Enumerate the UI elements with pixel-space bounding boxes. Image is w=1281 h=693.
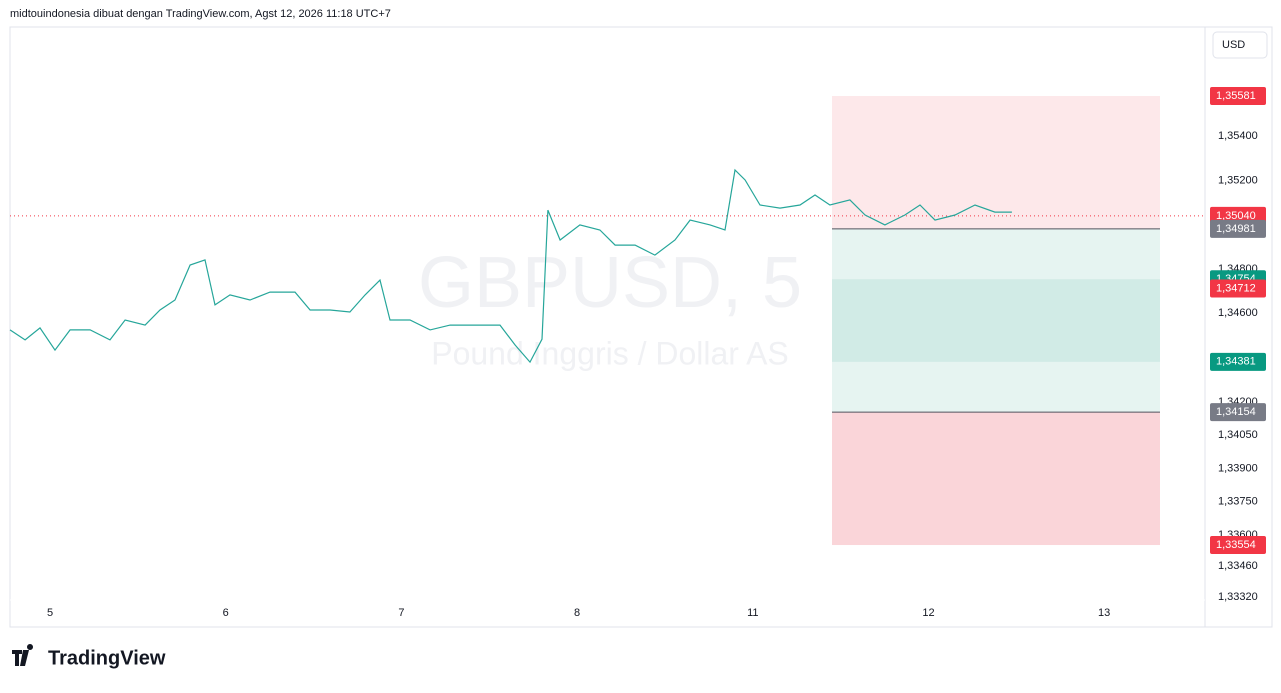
price-label: 1,34154 [1216,406,1256,418]
x-tick-label: 7 [398,607,404,619]
price-label-bg [1210,352,1266,371]
x-tick-label: 13 [1098,607,1110,619]
x-tick-label: 12 [922,607,934,619]
y-tick-label: 1,35200 [1218,174,1258,186]
watermark-name: Pound Inggris / Dollar AS [431,335,789,371]
currency-label: USD [1222,39,1245,51]
price-label: 1,35581 [1216,90,1256,102]
logo-text: TradingView [48,647,166,669]
price-line [9,168,1012,364]
y-tick-label: 1,34050 [1218,429,1258,441]
price-label: 1,34981 [1216,223,1256,235]
logo-icon [12,644,34,666]
price-label: 1,35040 [1216,210,1256,222]
price-label: 1,33554 [1216,539,1256,551]
x-tick-label: 5 [47,607,53,619]
price-label-bg [1210,219,1266,238]
price-label-bg [1210,403,1266,422]
loss-zone [832,412,1160,546]
price-label-bg [1210,87,1266,106]
x-tick-label: 8 [574,607,580,619]
y-tick-label: 1,33460 [1218,560,1258,572]
y-tick-label: 1,33750 [1218,496,1258,508]
currency-button[interactable] [1212,31,1268,59]
watermark-symbol: GBPUSD, 5 [418,243,802,323]
frame [9,26,1273,628]
price-label: 1,34381 [1216,356,1256,368]
y-tick-label: 1,33320 [1218,591,1258,603]
x-tick-label: 11 [747,607,758,619]
x-tick-label: 6 [223,607,229,619]
target-inner-zone [832,279,1160,362]
price-label-bg [1210,279,1266,298]
y-tick-label: 1,35400 [1218,130,1258,142]
price-label-bg [1210,536,1266,555]
header: midtouindonesia dibuat dengan TradingVie… [10,8,391,20]
price-label: 1,34712 [1216,282,1256,294]
y-tick-label: 1,34600 [1218,307,1258,319]
y-tick-label: 1,33900 [1218,462,1258,474]
stop-zone [832,96,1160,229]
